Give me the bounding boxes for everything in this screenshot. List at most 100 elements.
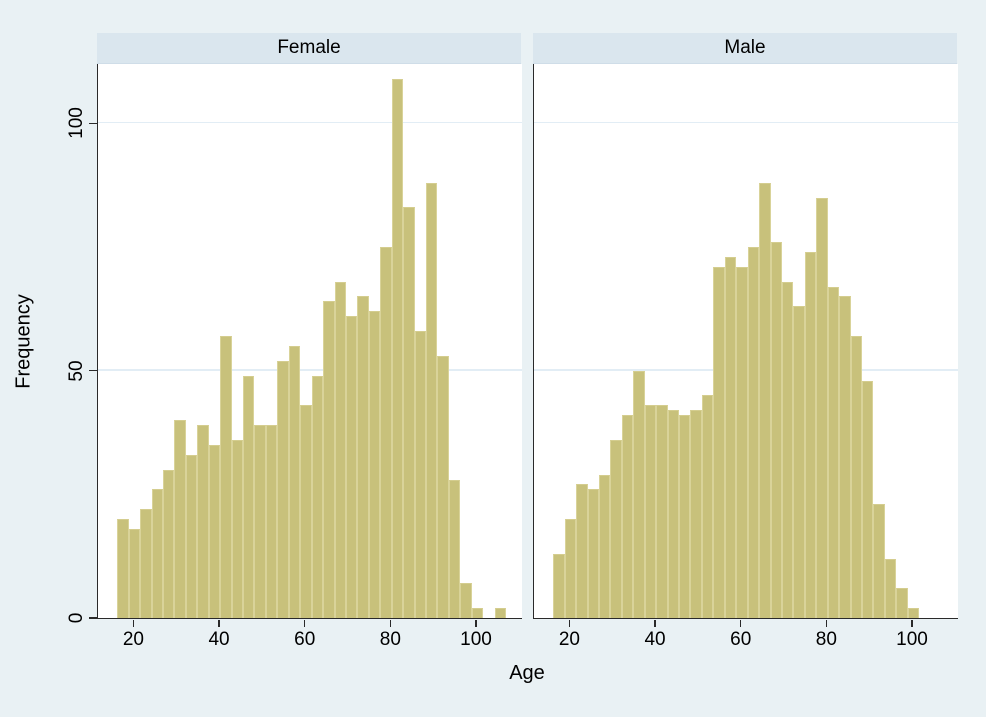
histogram-bar xyxy=(117,519,129,618)
y-tick-mark xyxy=(89,122,97,125)
histogram-bar xyxy=(254,425,266,618)
histogram-bar xyxy=(713,266,725,618)
x-tick-label: 100 xyxy=(460,629,492,650)
x-axis-title: Age xyxy=(509,662,545,684)
histogram-bar xyxy=(827,286,840,618)
x-tick-mark xyxy=(389,619,392,627)
x-tick-label: 20 xyxy=(122,629,144,650)
histogram-bar xyxy=(471,608,484,618)
histogram-bar xyxy=(220,336,232,618)
histogram-bar xyxy=(587,489,599,618)
panel-title-female: Female xyxy=(277,37,341,58)
x-tick-mark xyxy=(739,619,742,627)
histogram-bar xyxy=(564,519,577,618)
histogram-bar xyxy=(231,439,244,618)
histogram-bar xyxy=(357,296,369,618)
panel-header-male: Male xyxy=(533,33,957,64)
histogram-bar xyxy=(368,311,381,618)
y-tick-label: 0 xyxy=(66,612,87,624)
histogram-bar xyxy=(448,479,461,618)
histogram-bar xyxy=(621,415,634,618)
histogram-bar xyxy=(243,375,255,618)
histogram-bar xyxy=(701,395,714,618)
histogram-bar xyxy=(884,558,897,618)
x-tick-label: 60 xyxy=(730,629,752,650)
histogram-bar xyxy=(873,504,885,618)
histogram-bar xyxy=(656,405,668,618)
histogram-bar xyxy=(460,583,472,618)
histogram-bar xyxy=(426,182,438,618)
histogram-bar xyxy=(736,266,748,618)
x-tick-mark xyxy=(825,619,828,627)
x-tick-mark xyxy=(568,619,571,627)
gridline-y100 xyxy=(98,121,522,124)
x-tick-mark xyxy=(303,619,306,627)
gridline-y50 xyxy=(98,369,522,371)
histogram-bar xyxy=(197,425,209,618)
histogram-bar xyxy=(679,415,691,618)
histogram-bar xyxy=(553,553,565,618)
histogram-bar xyxy=(494,608,507,618)
histogram-bar xyxy=(770,242,782,618)
histogram-bar xyxy=(816,197,828,618)
gridline-y100 xyxy=(534,121,958,124)
histogram-bar xyxy=(907,608,920,618)
histogram-bar xyxy=(759,182,771,618)
histogram-bar xyxy=(185,454,198,618)
histogram-bar xyxy=(323,301,335,618)
x-tick-label: 100 xyxy=(896,629,928,650)
x-tick-mark xyxy=(475,619,477,627)
y-tick-label: 50 xyxy=(66,360,87,382)
histogram-bar xyxy=(414,331,426,618)
y-tick-label: 100 xyxy=(66,107,87,140)
histogram-bar xyxy=(724,256,737,618)
histogram-bar xyxy=(610,439,622,618)
histogram-bar xyxy=(747,247,760,618)
plot-area-male xyxy=(533,64,958,619)
histogram-bar xyxy=(265,425,278,618)
histogram-bar xyxy=(576,484,588,618)
histogram-bar xyxy=(644,405,657,618)
plot-area-female xyxy=(97,64,522,619)
histogram-bar xyxy=(862,380,874,618)
histogram-bar xyxy=(277,360,289,618)
x-tick-mark xyxy=(218,619,220,627)
histogram-bar xyxy=(163,469,175,618)
histogram-bar xyxy=(793,306,805,618)
histogram-bar xyxy=(311,375,324,618)
histogram-bar xyxy=(437,355,449,618)
histogram-bar xyxy=(633,370,645,618)
histogram-bar xyxy=(174,420,186,618)
x-tick-label: 40 xyxy=(208,629,230,650)
x-tick-label: 20 xyxy=(558,629,580,650)
x-tick-label: 40 xyxy=(644,629,666,650)
panel-title-male: Male xyxy=(724,37,766,58)
y-tick-mark xyxy=(89,617,97,619)
histogram-bar xyxy=(151,489,163,618)
histogram-bar xyxy=(140,509,152,618)
histogram-bar xyxy=(345,316,358,618)
histogram-bar xyxy=(208,444,221,618)
histogram-bar xyxy=(403,207,415,618)
histogram-bar xyxy=(599,474,611,618)
x-tick-mark xyxy=(132,619,135,627)
histogram-bar xyxy=(288,345,301,618)
x-tick-label: 80 xyxy=(815,629,837,650)
histogram-bar xyxy=(690,410,702,618)
histogram-bar xyxy=(850,336,862,618)
x-tick-label: 60 xyxy=(294,629,316,650)
x-tick-label: 80 xyxy=(379,629,401,650)
y-axis-title: Frequency xyxy=(12,294,35,389)
y-tick-mark xyxy=(89,369,97,372)
histogram-bar xyxy=(839,296,851,618)
histogram-bar xyxy=(781,281,794,618)
x-tick-mark xyxy=(654,619,656,627)
histogram-bar xyxy=(380,247,392,618)
histogram-bar xyxy=(391,78,404,618)
panel-header-female: Female xyxy=(97,33,521,64)
histogram-bar xyxy=(300,405,312,618)
histogram-bar xyxy=(804,251,817,618)
histogram-bar xyxy=(128,528,141,618)
histogram-bar xyxy=(667,410,680,618)
